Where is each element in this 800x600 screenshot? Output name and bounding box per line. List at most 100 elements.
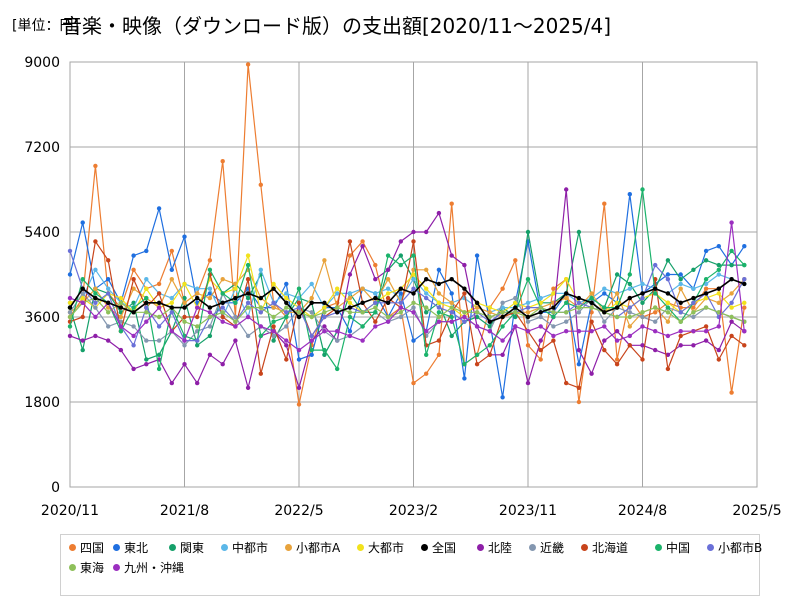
legend-label: 東北 xyxy=(124,541,149,555)
data-point xyxy=(373,295,378,301)
x-tick-label: 2021/8 xyxy=(160,503,209,519)
data-point xyxy=(131,366,136,372)
series-line xyxy=(69,297,745,327)
data-point xyxy=(640,291,645,296)
data-point xyxy=(309,314,314,320)
data-point xyxy=(627,272,632,277)
data-point xyxy=(525,305,531,310)
data-point xyxy=(322,329,327,334)
data-point xyxy=(207,310,213,315)
data-point xyxy=(500,352,505,357)
data-point xyxy=(614,362,620,367)
data-point xyxy=(513,258,518,263)
data-point xyxy=(513,314,518,320)
data-point xyxy=(67,300,73,305)
data-point xyxy=(602,324,607,329)
legend-label: 小都市B xyxy=(718,541,763,555)
data-point xyxy=(182,338,187,343)
data-point xyxy=(309,295,314,301)
series-line xyxy=(69,259,745,327)
data-point xyxy=(678,281,683,287)
data-point xyxy=(347,253,353,258)
y-tick-label: 7200 xyxy=(24,140,60,156)
data-point xyxy=(106,291,111,296)
data-point xyxy=(296,402,302,407)
legend-label: 大都市 xyxy=(368,541,405,555)
data-point xyxy=(207,295,213,301)
data-point xyxy=(716,347,721,353)
data-point xyxy=(233,314,238,320)
data-point xyxy=(703,258,709,263)
data-point xyxy=(576,310,582,315)
data-point xyxy=(284,291,289,296)
data-point xyxy=(640,310,645,315)
data-point xyxy=(691,286,696,291)
data-point xyxy=(538,314,543,320)
legend-item: 四国 xyxy=(69,539,104,557)
data-point xyxy=(462,291,467,296)
data-point xyxy=(67,272,73,277)
data-point xyxy=(67,314,73,320)
data-point xyxy=(640,343,645,348)
data-point xyxy=(156,206,162,211)
data-point xyxy=(347,333,353,339)
data-point xyxy=(551,291,556,296)
data-point xyxy=(551,314,556,320)
data-point xyxy=(106,300,111,305)
data-point xyxy=(551,324,556,329)
data-point xyxy=(729,390,734,395)
legend-marker-icon xyxy=(113,544,120,551)
data-point xyxy=(322,324,327,329)
data-point xyxy=(665,277,671,282)
data-point xyxy=(703,329,709,334)
data-point xyxy=(500,310,505,315)
data-point xyxy=(144,277,149,282)
legend-item: 小都市A xyxy=(285,539,340,557)
data-point xyxy=(195,338,200,343)
data-point xyxy=(716,272,721,277)
data-point xyxy=(729,277,734,282)
data-point xyxy=(80,338,85,343)
legend-item: 東北 xyxy=(113,539,148,557)
data-point xyxy=(322,314,327,320)
data-point xyxy=(169,305,174,310)
data-point xyxy=(424,291,429,296)
data-point xyxy=(589,305,594,310)
data-point xyxy=(449,300,454,305)
data-point xyxy=(322,300,327,305)
data-point xyxy=(665,310,671,315)
data-point xyxy=(424,329,429,334)
data-point xyxy=(576,347,582,353)
data-point xyxy=(284,314,289,320)
data-point xyxy=(665,305,671,310)
data-point xyxy=(564,319,569,324)
data-point xyxy=(347,272,353,277)
data-point xyxy=(144,300,149,305)
data-point xyxy=(729,314,734,320)
data-point xyxy=(665,300,671,305)
data-point xyxy=(462,286,467,291)
data-point xyxy=(131,286,136,291)
data-point xyxy=(576,305,582,310)
data-point xyxy=(424,310,429,315)
data-point xyxy=(347,314,353,320)
data-point xyxy=(169,310,174,315)
data-point xyxy=(564,291,569,296)
data-point xyxy=(703,338,709,343)
data-point xyxy=(271,281,276,287)
data-point xyxy=(93,267,98,272)
data-point xyxy=(93,295,98,301)
legend-marker-icon xyxy=(357,544,364,551)
data-point xyxy=(551,338,556,343)
data-point xyxy=(513,300,518,305)
data-point xyxy=(411,338,416,343)
data-point xyxy=(653,319,658,324)
data-point xyxy=(106,310,111,315)
data-point xyxy=(106,324,111,329)
legend-label: 九州・沖縄 xyxy=(124,561,185,575)
data-point xyxy=(385,267,391,272)
data-point xyxy=(156,291,162,296)
data-point xyxy=(424,352,429,357)
data-point xyxy=(411,310,416,315)
data-point xyxy=(106,286,111,291)
